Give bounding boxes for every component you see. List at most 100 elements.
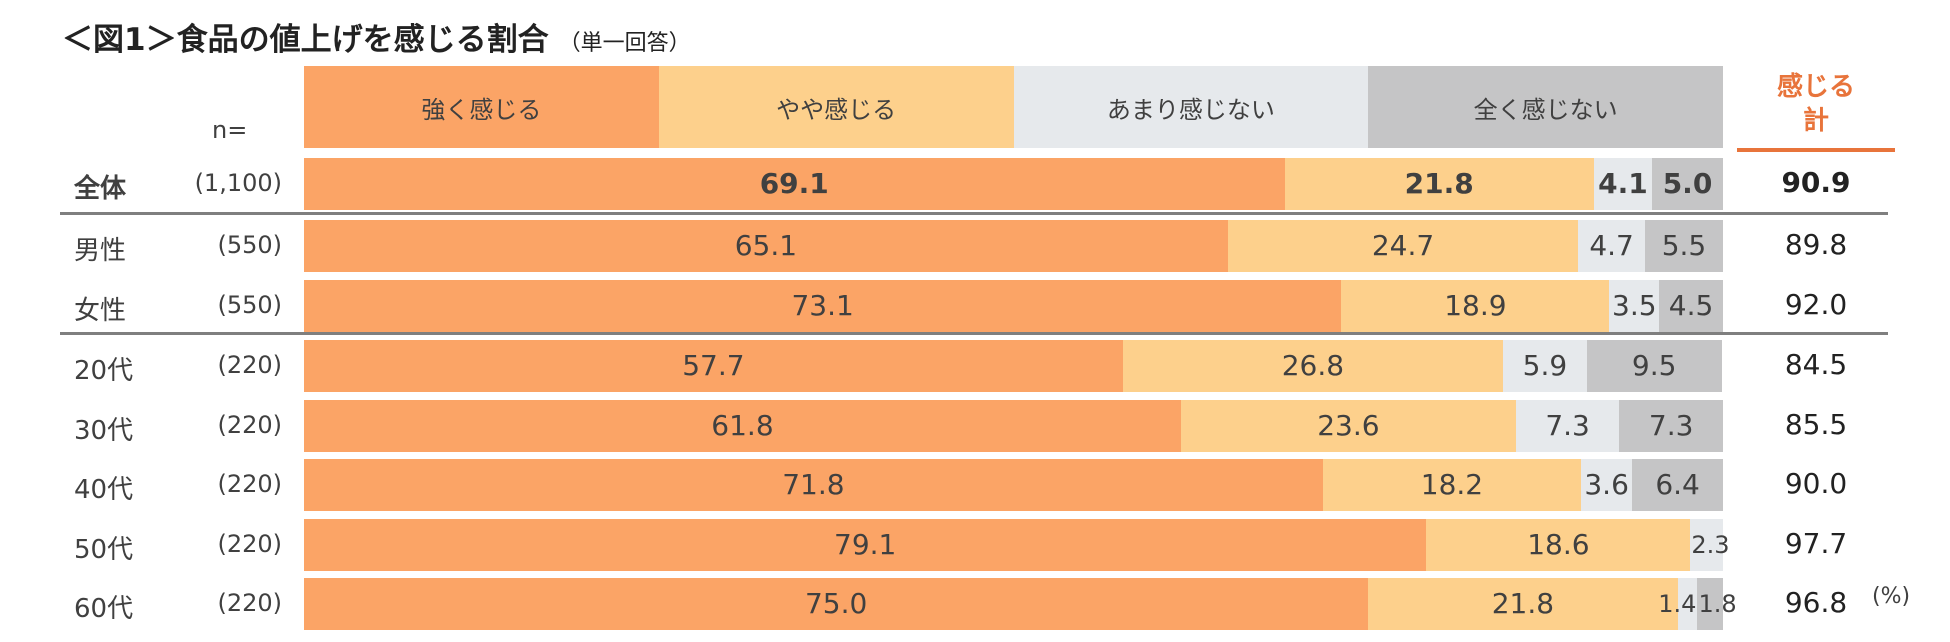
data-label: 24.7 — [1371, 229, 1435, 262]
data-label: 79.1 — [834, 528, 897, 561]
row-label: 30代 — [74, 416, 134, 446]
bar-segment — [1593, 158, 1653, 210]
bar-segment — [1619, 400, 1723, 452]
bar-segment — [1581, 459, 1633, 511]
row-label: 男性 — [74, 236, 127, 266]
row-total: 90.9 — [1781, 166, 1851, 199]
bar-segment — [1586, 340, 1722, 392]
row-n: (220) — [217, 470, 282, 498]
bar-segment — [1515, 400, 1620, 452]
data-label: 75.0 — [804, 587, 868, 620]
row-n: (220) — [217, 530, 282, 558]
legend-item: あまり感じない — [1013, 66, 1369, 148]
data-label: 23.6 — [1317, 409, 1380, 442]
row-total: 89.8 — [1784, 228, 1848, 261]
data-label: 73.1 — [791, 289, 854, 322]
data-label: 5.5 — [1661, 229, 1707, 262]
data-label: 1.4 — [1658, 590, 1697, 618]
data-label: 4.1 — [1598, 167, 1648, 200]
bar-segment — [1284, 158, 1594, 210]
data-label: 4.5 — [1668, 289, 1714, 322]
data-label: 57.7 — [682, 349, 745, 382]
row-label: 60代 — [74, 594, 134, 624]
bar-row: 79.1 18.6 2.3 — [304, 519, 1730, 571]
divider — [60, 212, 1888, 215]
data-label: 18.2 — [1420, 468, 1484, 501]
data-label: 65.1 — [734, 229, 798, 262]
row-label: 女性 — [74, 296, 127, 326]
row-n: (550) — [217, 231, 282, 259]
row-label: 40代 — [74, 475, 134, 505]
bar-segment — [1180, 400, 1516, 452]
row-n: (1,100) — [194, 169, 282, 197]
row-label: 全体 — [74, 174, 127, 204]
row-total: 90.0 — [1784, 467, 1848, 500]
legend-item: 強く感じる — [304, 66, 659, 148]
bar-segment — [304, 519, 1427, 571]
bar-row: 69.1 21.8 4.1 5.0 — [304, 158, 1723, 210]
data-label: 6.4 — [1655, 468, 1700, 501]
data-label: 71.8 — [782, 468, 845, 501]
bar-row: 61.8 23.6 7.3 7.3 — [304, 400, 1723, 452]
bar-segment — [1503, 340, 1587, 392]
bar-segment — [1609, 280, 1660, 332]
row-total: 96.8 — [1784, 586, 1848, 619]
bar-row: 57.7 26.8 5.9 9.5 — [304, 340, 1723, 392]
row-total: 92.0 — [1784, 288, 1848, 321]
bar-segment — [304, 158, 1285, 210]
bar-segment — [1659, 280, 1723, 332]
total-header-underline — [1737, 148, 1895, 152]
bar-segment — [304, 220, 1228, 272]
bar-segment — [1644, 220, 1723, 272]
data-label: 21.8 — [1491, 587, 1555, 620]
bar-segment — [1632, 459, 1723, 511]
data-label: 5.0 — [1662, 167, 1713, 200]
legend-item: 全く感じない — [1368, 66, 1723, 148]
bar-segment — [1368, 578, 1678, 630]
bar-segment — [1122, 340, 1504, 392]
row-label: 50代 — [74, 535, 134, 565]
bar-segment — [1341, 280, 1610, 332]
data-label: 7.3 — [1545, 409, 1590, 442]
data-label: 1.8 — [1698, 590, 1737, 618]
total-header: 感じる計 — [1737, 70, 1895, 138]
row-total: 84.5 — [1784, 348, 1848, 381]
data-label: 7.3 — [1648, 409, 1694, 442]
row-total: 85.5 — [1784, 408, 1848, 441]
unit-label: (%) — [1872, 584, 1911, 609]
data-label: 26.8 — [1281, 349, 1345, 382]
row-n: (220) — [217, 351, 282, 379]
bar-segment — [304, 578, 1369, 630]
total-header-line2: 計 — [1802, 106, 1829, 136]
title-text: ＜図1＞食品の値上げを感じる割合 — [62, 22, 549, 58]
bar-row: 73.1 18.9 3.5 4.5 — [304, 280, 1723, 332]
data-label: 2.3 — [1691, 531, 1730, 559]
bar-segment — [1652, 158, 1723, 210]
data-label: 3.6 — [1584, 468, 1629, 501]
bar-segment — [304, 280, 1342, 332]
bar-segment — [1322, 459, 1582, 511]
data-label: 21.8 — [1404, 167, 1474, 200]
chart-title: ＜図1＞食品の値上げを感じる割合 （単一回答） — [62, 14, 691, 59]
data-label: 18.6 — [1527, 528, 1590, 561]
data-label: 4.7 — [1589, 229, 1634, 262]
n-label: n= — [212, 116, 248, 144]
data-label: 3.5 — [1612, 289, 1657, 322]
bar-segment — [1578, 220, 1645, 272]
bar-segment — [304, 459, 1323, 511]
row-n: (220) — [217, 411, 282, 439]
legend-item: やや感じる — [658, 66, 1014, 148]
bar-segment — [1677, 578, 1698, 630]
bar-row: 75.0 21.8 1.4 1.8 — [304, 578, 1737, 630]
subtitle: （単一回答） — [558, 31, 691, 56]
bar-segment — [304, 400, 1181, 452]
bar-segment — [1426, 519, 1691, 571]
row-total: 97.7 — [1784, 527, 1848, 560]
row-n: (220) — [217, 589, 282, 617]
bar-segment — [1697, 578, 1723, 630]
data-label: 18.9 — [1444, 289, 1507, 322]
bar-segment — [1690, 519, 1723, 571]
data-label: 69.1 — [759, 167, 829, 200]
row-label: 20代 — [74, 356, 134, 386]
bar-segment — [304, 340, 1123, 392]
